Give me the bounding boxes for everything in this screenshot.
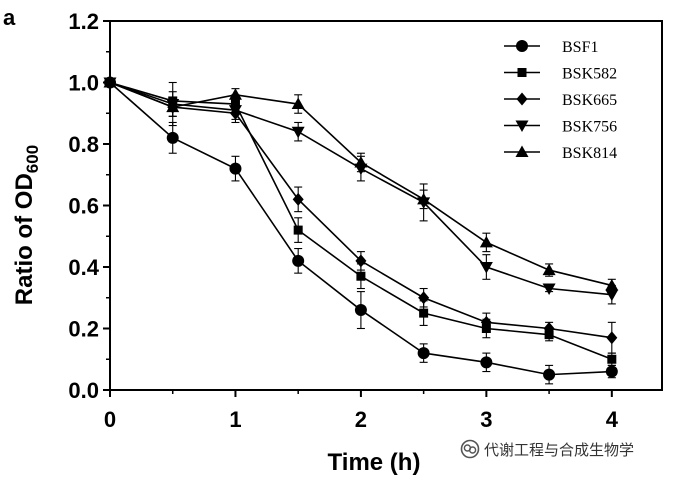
- legend-label: BSK665: [562, 92, 617, 109]
- y-axis-title-subscript: 600: [23, 145, 42, 173]
- data-point: [228, 88, 242, 100]
- data-point: [291, 97, 305, 110]
- panel-label: a: [3, 5, 16, 30]
- x-tick-label: 4: [606, 407, 619, 432]
- data-point: [228, 105, 242, 117]
- series-layer: [103, 76, 619, 385]
- legend-label: BSF1: [562, 39, 598, 56]
- wechat-official-account-icon: [460, 439, 480, 459]
- data-point: [480, 356, 493, 369]
- data-point: [417, 347, 430, 360]
- axes: 0.0 0.2 0.4 0.6 0.8 1.0 1.2 0 1 2 3 4: [68, 9, 663, 432]
- y-axis-title: Ratio of OD600: [11, 145, 42, 305]
- y-tick-label: 0.4: [68, 255, 99, 280]
- data-point: [292, 254, 305, 267]
- data-point: [605, 289, 619, 302]
- data-point: [480, 315, 492, 329]
- legend-item: BSF1: [504, 39, 598, 56]
- legend-marker: [516, 92, 528, 106]
- data-point: [479, 235, 493, 248]
- y-tick-label: 0.8: [68, 132, 99, 157]
- legend-marker: [515, 145, 529, 157]
- data-point: [354, 155, 368, 168]
- legend-label: BSK756: [562, 119, 617, 136]
- y-tick-label: 1.0: [68, 71, 99, 96]
- series-line: [109, 81, 612, 376]
- legend-label: BSK582: [562, 66, 617, 83]
- data-point: [291, 126, 305, 139]
- legend-item: BSK756: [504, 119, 617, 136]
- data-point: [479, 262, 493, 274]
- legend: BSF1 BSK582 BSK665 BSK756 BSK814: [504, 39, 617, 162]
- data-point: [542, 263, 556, 276]
- data-point: [292, 192, 304, 206]
- x-axis-title: Time (h): [328, 449, 421, 476]
- y-tick-label: 1.2: [68, 9, 99, 34]
- x-tick-label: 2: [355, 407, 367, 432]
- legend-item: BSK665: [504, 92, 617, 109]
- series-bsk814: [103, 76, 619, 293]
- y-tick-label: 0.2: [68, 317, 99, 342]
- x-tick-label: 0: [104, 407, 116, 432]
- data-point: [419, 308, 429, 318]
- data-point: [542, 283, 556, 296]
- data-point: [103, 76, 117, 88]
- data-point: [166, 131, 179, 144]
- data-point: [606, 331, 618, 345]
- legend-marker: [517, 68, 527, 77]
- plot-area: 0.0 0.2 0.4 0.6 0.8 1.0 1.2 0 1 2 3 4 BSF1 BSK582 BSK…: [68, 9, 663, 432]
- legend-item: BSK582: [504, 66, 617, 83]
- legend-marker: [515, 120, 529, 132]
- data-point: [229, 162, 242, 175]
- data-point: [293, 225, 303, 235]
- y-tick-label: 0.6: [68, 194, 99, 219]
- watermark-text: 代谢工程与合成生物学: [484, 441, 634, 459]
- data-point: [417, 192, 431, 205]
- x-tick-label: 3: [480, 407, 492, 432]
- y-tick-label: 0.0: [68, 378, 99, 403]
- data-point: [356, 271, 366, 281]
- data-point: [543, 368, 556, 381]
- data-point: [166, 100, 180, 113]
- data-point: [605, 365, 618, 378]
- data-point: [355, 254, 367, 268]
- x-tick-label: 1: [229, 407, 241, 432]
- y-axis-title-main: Ratio of OD: [11, 173, 38, 305]
- legend-label: BSK814: [562, 145, 617, 162]
- legend-item: BSK814: [504, 145, 617, 162]
- data-point: [543, 322, 555, 335]
- data-point: [354, 304, 367, 317]
- series-bsf1: [104, 76, 618, 385]
- watermark: 代谢工程与合成生物学: [460, 439, 634, 459]
- data-point: [607, 354, 617, 364]
- legend-marker: [516, 40, 528, 52]
- data-point: [418, 291, 430, 305]
- data-point: [605, 278, 619, 291]
